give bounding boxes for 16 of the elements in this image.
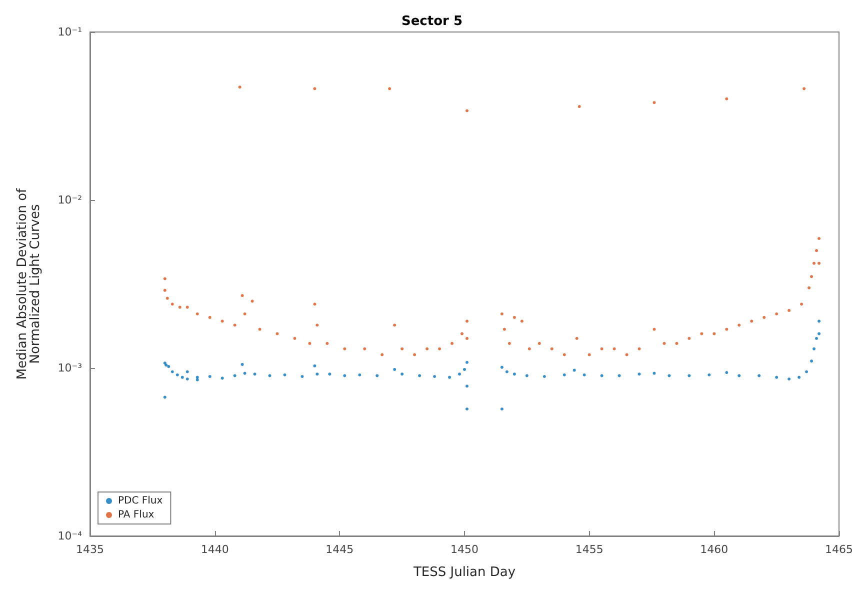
x-tick-label: 1455 xyxy=(575,543,604,556)
x-axis-title: TESS Julian Day xyxy=(412,565,516,580)
legend-label: PDC Flux xyxy=(118,496,163,506)
y-axis-title: Median Absolute Deviation of Normalized Light Curves xyxy=(15,188,43,380)
y-tick-label: 10⁻² xyxy=(58,194,82,206)
y-tick-label: 10⁻¹ xyxy=(58,26,82,38)
x-tick-label: 1450 xyxy=(450,543,478,556)
x-tick-label: 1440 xyxy=(200,543,229,556)
legend-label: PA Flux xyxy=(118,510,154,520)
y-tick-label: 10⁻³ xyxy=(58,362,82,374)
x-tick-label: 1445 xyxy=(326,543,354,556)
x-tick-label: 1460 xyxy=(700,543,728,556)
x-tick-label: 1465 xyxy=(825,543,854,556)
y-tick-label: 10⁻⁴ xyxy=(58,530,83,542)
chart-title: Sector 5 xyxy=(401,14,463,29)
x-tick-label: 1435 xyxy=(76,543,104,556)
